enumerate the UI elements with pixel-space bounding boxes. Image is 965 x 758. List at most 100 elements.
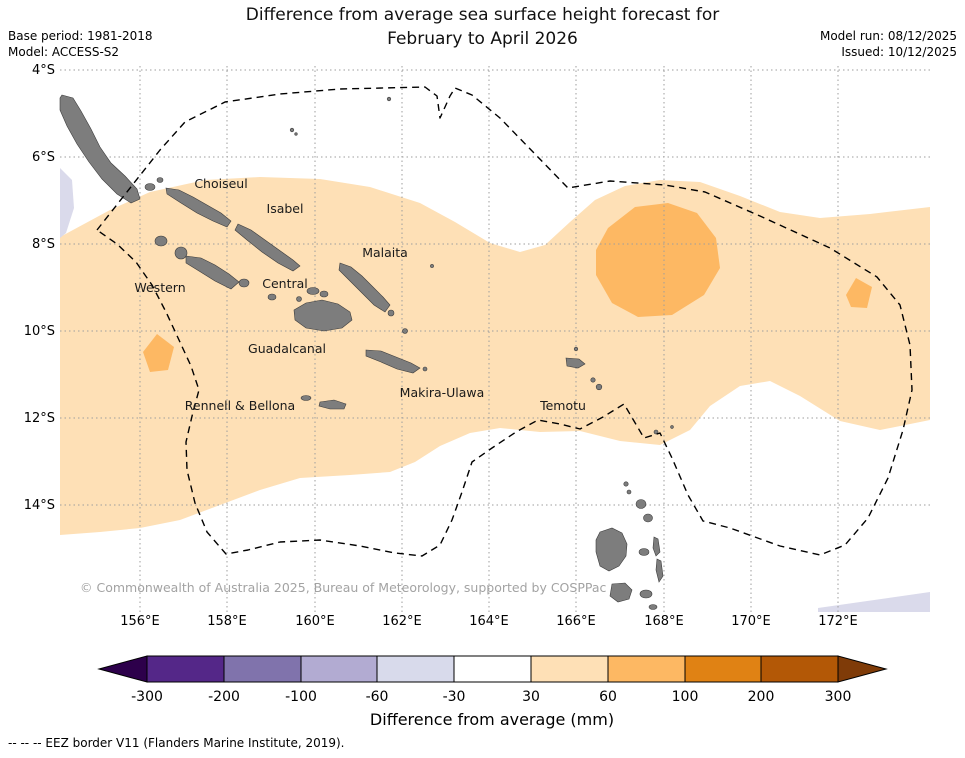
- province-label-guadalcanal: Guadalcanal: [248, 341, 326, 356]
- island-savo: [296, 296, 302, 302]
- forecast-map: Choiseul Isabel Malaita Western Central …: [24, 63, 930, 629]
- colorbar-segment-7: [607, 655, 686, 683]
- island-pentecost: [655, 558, 664, 583]
- island-rennell: [318, 399, 347, 410]
- base-period-label: Base period: 1981-2018: [8, 29, 153, 43]
- island-utupua: [590, 377, 596, 383]
- page-title: Difference from average sea surface heig…: [0, 3, 965, 51]
- colorbar-tick-labels: -300 -200 -100 -60 -30 30 60 100 200 300: [131, 689, 851, 705]
- island-santa-ana: [422, 366, 428, 372]
- colorbar-segment-6: [530, 655, 609, 683]
- model-run-label: Model run: 08/12/2025: [819, 29, 957, 43]
- colorbar-tick-minus100: -100: [285, 689, 317, 705]
- lat-label-10s: 10°S: [24, 324, 55, 339]
- colorbar-segment-1: [146, 655, 225, 683]
- anomaly-region-main-band: [60, 177, 930, 535]
- province-label-malaita: Malaita: [362, 245, 408, 260]
- colorbar-tick-minus300: -300: [131, 689, 163, 705]
- island-ulawa: [402, 328, 408, 334]
- island-guadalcanal: [293, 299, 353, 332]
- colorbar-tick-minus60: -60: [366, 689, 389, 705]
- page-title-line1: Difference from average sea surface heig…: [245, 5, 720, 25]
- lon-label-170e: 170°E: [731, 614, 771, 629]
- colorbar-segment-9: [760, 655, 839, 683]
- island-torres-2: [626, 489, 632, 495]
- colorbar-segment-4: [376, 655, 455, 683]
- islands-group: [59, 94, 674, 610]
- colorbar-tick-300: 300: [825, 689, 852, 705]
- island-espiritu-santo: [595, 527, 628, 572]
- colorbar-tick-200: 200: [748, 689, 775, 705]
- province-label-western: Western: [134, 280, 185, 295]
- anomaly-region-west-patch: [143, 334, 174, 372]
- run-metadata-right: Model run: 08/12/2025 Issued: 10/12/2025: [820, 28, 957, 60]
- copyright-note: © Commonwealth of Australia 2025, Bureau…: [80, 580, 606, 595]
- island-tikopia: [653, 429, 659, 435]
- model-label: Model: ACCESS-S2: [8, 45, 120, 59]
- colorbar-title: Difference from average (mm): [370, 710, 614, 729]
- anomaly-regions: [60, 168, 930, 612]
- latitude-axis: 4°S 6°S 8°S 10°S 12°S 14°S: [24, 63, 55, 513]
- lon-label-156e: 156°E: [120, 614, 160, 629]
- island-shortlands: [144, 183, 156, 191]
- lon-label-168e: 168°E: [644, 614, 684, 629]
- island-fauro: [156, 177, 164, 183]
- colorbar-underflow-arrow: [97, 655, 148, 683]
- island-torres-1: [623, 481, 629, 487]
- island-vanua-lava: [635, 499, 647, 509]
- page-title-line2: February to April 2026: [387, 29, 578, 49]
- province-label-choiseul: Choiseul: [194, 176, 247, 191]
- island-new-georgia: [185, 255, 240, 290]
- island-kolombangara: [174, 246, 188, 260]
- island-maewo: [652, 536, 661, 557]
- island-nukumanu: [386, 96, 392, 102]
- colorbar-tick-30: 30: [522, 689, 540, 705]
- lon-label-158e: 158°E: [207, 614, 247, 629]
- island-gaua: [643, 513, 653, 523]
- colorbar-segment-2: [223, 655, 302, 683]
- lat-label-4s: 4°S: [32, 63, 55, 78]
- map-gridlines: [60, 66, 930, 612]
- island-santa-isabel: [234, 223, 301, 272]
- province-label-makira-ulawa: Makira-Ulawa: [400, 385, 485, 400]
- eez-border-note: -- -- -- EEZ border V11 (Flanders Marine…: [8, 736, 345, 750]
- island-malaita: [338, 262, 391, 313]
- island-epi: [648, 604, 658, 610]
- lon-label-166e: 166°E: [556, 614, 596, 629]
- province-label-isabel: Isabel: [267, 201, 304, 216]
- island-vanikoro: [595, 383, 603, 391]
- colorbar-segment-5: [453, 655, 532, 683]
- colorbar-tick-100: 100: [672, 689, 699, 705]
- island-vangunu: [238, 278, 250, 288]
- province-labels: Choiseul Isabel Malaita Western Central …: [134, 176, 586, 413]
- island-ontong-java-1: [289, 127, 295, 133]
- island-vella-lavella: [154, 235, 168, 247]
- lat-label-8s: 8°S: [32, 237, 55, 252]
- eez-border: [96, 86, 913, 557]
- lon-label-172e: 172°E: [818, 614, 858, 629]
- island-makira: [365, 349, 421, 374]
- colorbar-segment-8: [684, 655, 762, 683]
- lat-label-6s: 6°S: [32, 150, 55, 165]
- anomaly-region-east-patch: [846, 278, 872, 308]
- island-santa-cruz: [565, 357, 586, 369]
- island-reef-islands: [573, 346, 579, 352]
- colorbar-overflow-arrow: [837, 655, 888, 683]
- island-anuta: [670, 425, 674, 429]
- anomaly-region-left-edge-negative: [60, 168, 74, 238]
- issued-label: Issued: 10/12/2025: [841, 45, 957, 59]
- lon-label-164e: 164°E: [469, 614, 509, 629]
- island-bellona: [300, 395, 312, 401]
- lon-label-162e: 162°E: [382, 614, 422, 629]
- anomaly-region-northeast-high: [596, 203, 720, 317]
- island-sikaiana: [430, 264, 434, 268]
- province-label-central: Central: [262, 276, 308, 291]
- island-bougainville: [59, 94, 141, 204]
- island-ambae: [638, 548, 650, 556]
- anomaly-region-southeast-corner-negative: [818, 592, 930, 612]
- island-russell: [267, 293, 277, 301]
- island-nggela-2: [319, 290, 329, 298]
- province-label-rennell-bellona: Rennell & Bellona: [185, 398, 295, 413]
- island-choiseul: [165, 187, 232, 228]
